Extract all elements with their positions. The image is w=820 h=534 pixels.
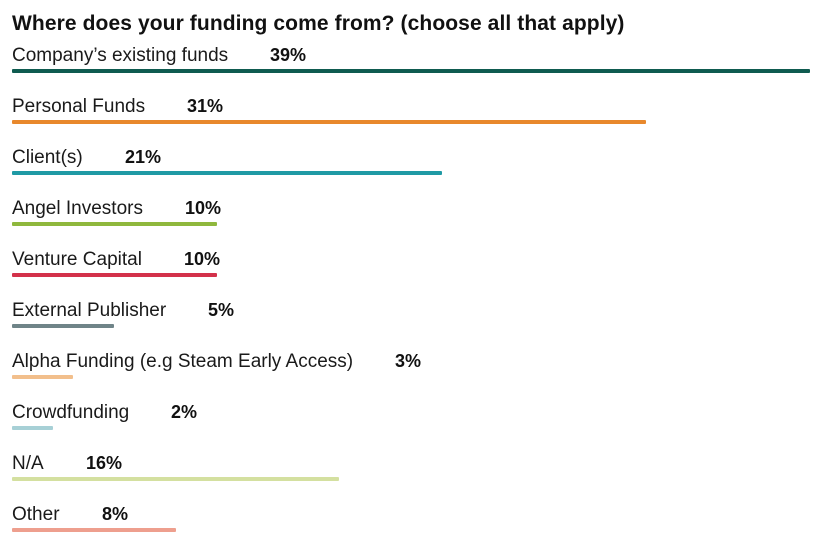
value-label: 10% (185, 198, 222, 218)
category-label: Angel Investors (12, 198, 143, 219)
category-label: Crowdfunding (12, 402, 130, 423)
category-label: Alpha Funding (e.g Steam Early Access) (12, 351, 354, 372)
bar (12, 120, 646, 124)
value-label: 5% (208, 300, 235, 320)
value-label: 10% (184, 249, 221, 269)
bar-row: External Publisher 5% (12, 300, 810, 330)
value-label: 39% (270, 45, 307, 65)
value-label: 2% (171, 402, 198, 422)
bar-row: Company’s existing funds 39% (12, 45, 810, 75)
category-label: Venture Capital (12, 249, 142, 270)
value-label: 3% (395, 351, 422, 371)
category-label: Company’s existing funds (12, 45, 229, 66)
bar (12, 375, 73, 379)
bar (12, 324, 114, 328)
value-label: 16% (86, 453, 123, 473)
value-label: 31% (187, 96, 224, 116)
bar (12, 273, 217, 277)
category-label: Other (12, 504, 60, 525)
category-label: External Publisher (12, 300, 167, 321)
bar (12, 426, 53, 430)
bar-row: Angel Investors 10% (12, 198, 810, 228)
value-label: 21% (125, 147, 162, 167)
bar (12, 171, 442, 175)
chart-title: Where does your funding come from? (choo… (12, 12, 625, 35)
category-label: N/A (12, 453, 44, 474)
bar-row: Crowdfunding 2% (12, 402, 810, 432)
category-label: Client(s) (12, 147, 83, 168)
bar-row: N/A 16% (12, 453, 810, 483)
bar-row: Alpha Funding (e.g Steam Early Access) 3% (12, 351, 810, 381)
bar (12, 69, 810, 73)
bar (12, 222, 217, 226)
bar-row: Client(s) 21% (12, 147, 810, 177)
bar-row: Other 8% (12, 504, 810, 534)
bar (12, 528, 176, 532)
bar-row: Venture Capital 10% (12, 249, 810, 279)
bar-row: Personal Funds 31% (12, 96, 810, 126)
value-label: 8% (102, 504, 129, 524)
category-label: Personal Funds (12, 96, 146, 117)
bar (12, 477, 339, 481)
